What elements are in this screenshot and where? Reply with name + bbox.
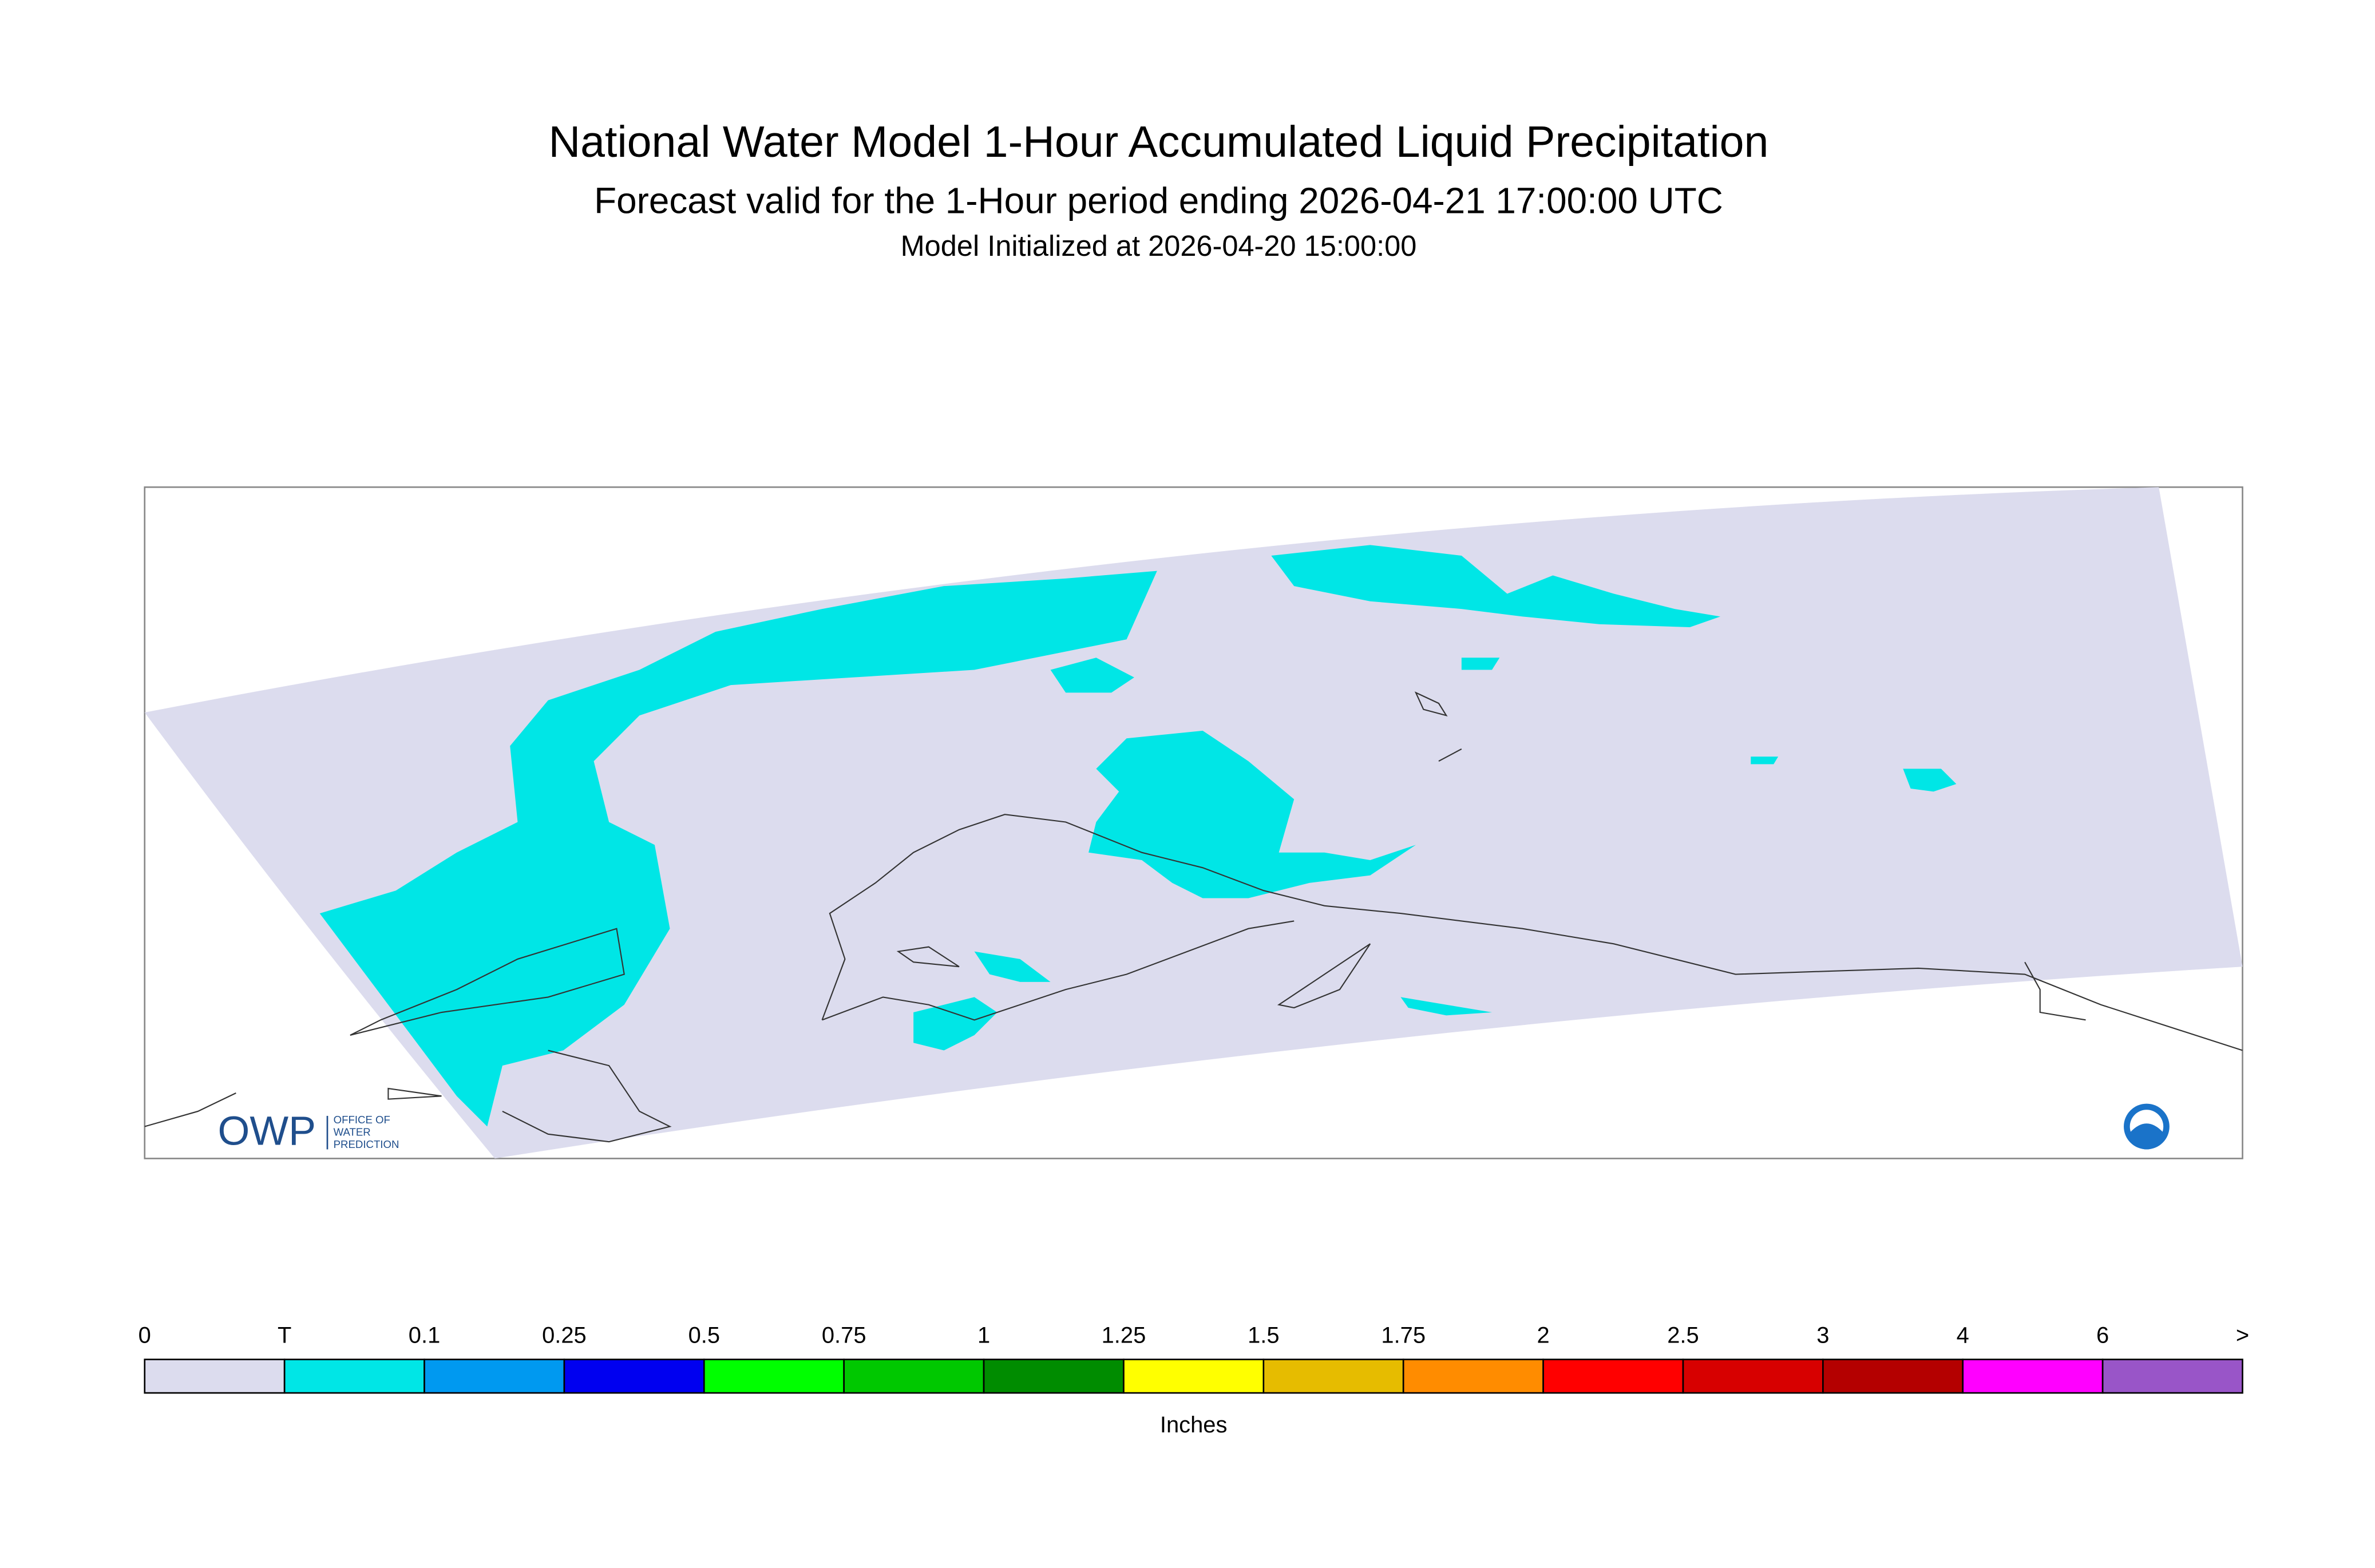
colorbar-label: 1.5: [1248, 1322, 1279, 1348]
colorbar-label: 0.75: [822, 1322, 866, 1348]
colorbar-swatch: [983, 1359, 1125, 1394]
colorbar-label: >: [2236, 1322, 2249, 1348]
colorbar-swatch: [2101, 1359, 2243, 1394]
precip-areas: [319, 545, 1957, 1127]
colorbar-label: 0.1: [409, 1322, 440, 1348]
colorbar-label: 3: [1816, 1322, 1829, 1348]
init-time: Model Initialized at 2026-04-20 15:00:00: [901, 229, 1417, 262]
colorbar-label: 2: [1537, 1322, 1550, 1348]
colorbar-swatch: [563, 1359, 705, 1394]
colorbar-swatch: [144, 1359, 286, 1394]
logo-mark: OWP: [217, 1108, 316, 1154]
logo-text: WATER: [334, 1126, 371, 1138]
colorbar-label: 6: [2096, 1322, 2109, 1348]
colorbar-label: 0: [138, 1322, 151, 1348]
colorbar-swatch: [1682, 1359, 1824, 1394]
colorbar-label: 1: [977, 1322, 990, 1348]
logo-text: OFFICE OF: [334, 1114, 390, 1126]
logo-text: PREDICTION: [334, 1138, 399, 1150]
colorbar-swatch: [703, 1359, 845, 1394]
noaa-logo: [2124, 1103, 2170, 1150]
coastlines: [144, 691, 2243, 1143]
colorbar-label: 2.5: [1667, 1322, 1699, 1348]
units-label: Inches: [1160, 1412, 1228, 1438]
subtitle: Forecast valid for the 1-Hour period end…: [594, 180, 1723, 221]
colorbar: 0 T 0.1 0.25 0.5 0.75 1 1.25 1.5 1.75 2 2.5 3 4 6 >: [138, 1322, 2249, 1394]
colorbar-swatch: [1822, 1359, 1964, 1394]
colorbar-swatch: [423, 1359, 565, 1394]
colorbar-label: 4: [1957, 1322, 1969, 1348]
colorbar-swatch: [1402, 1359, 1544, 1394]
colorbar-label: 1.25: [1102, 1322, 1146, 1348]
colorbar-swatch: [1123, 1359, 1265, 1394]
colorbar-swatch: [283, 1359, 425, 1394]
colorbar-swatch: [1962, 1359, 2104, 1394]
colorbar-label: 0.5: [688, 1322, 720, 1348]
colorbar-label: 0.25: [542, 1322, 587, 1348]
title: National Water Model 1-Hour Accumulated …: [548, 117, 1768, 167]
colorbar-swatch: [1542, 1359, 1684, 1394]
colorbar-swatch: [1262, 1359, 1404, 1394]
map: OWP OFFICE OF WATER PREDICTION: [144, 486, 2243, 1159]
colorbar-label: 1.75: [1381, 1322, 1426, 1348]
colorbar-label: T: [278, 1322, 291, 1348]
colorbar-swatch: [843, 1359, 985, 1394]
owp-logo: OWP OFFICE OF WATER PREDICTION: [217, 1108, 399, 1154]
